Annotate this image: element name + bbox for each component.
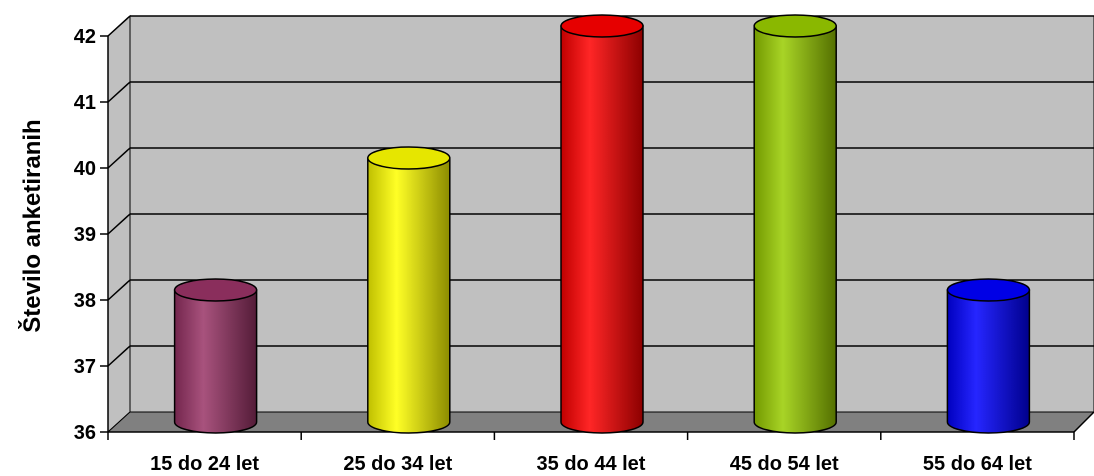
bar-top	[946, 278, 1031, 302]
y-tick-label: 41	[74, 92, 96, 114]
bar-top	[173, 278, 258, 302]
bar-top	[367, 146, 451, 170]
bar	[173, 278, 258, 434]
bar-top	[560, 14, 644, 38]
gridline-side	[107, 213, 131, 235]
y-axis-label: Število anketiranih	[18, 119, 46, 332]
gridline-side	[107, 345, 131, 367]
bar	[367, 146, 451, 434]
bar-body	[367, 157, 451, 434]
x-tick-label: 55 do 64 let	[923, 453, 1032, 475]
bar-body	[753, 25, 837, 434]
x-tick-label: 15 do 24 let	[150, 453, 259, 475]
bar-body	[946, 289, 1031, 434]
bar-body	[173, 289, 258, 434]
bar-body	[560, 25, 644, 434]
y-tick-label: 42	[74, 26, 96, 48]
bars	[173, 14, 1031, 434]
gridline-side	[107, 147, 131, 169]
gridline-side	[107, 15, 131, 37]
bar-top	[753, 14, 837, 38]
bar	[753, 14, 837, 434]
y-tick-label: 37	[74, 356, 96, 378]
x-tick-label: 45 do 54 let	[730, 453, 839, 475]
bar	[560, 14, 644, 434]
y-tick-labels: 36 37 38 39 40 41 42	[74, 26, 96, 444]
bar	[946, 278, 1031, 434]
x-tick-label: 35 do 44 let	[537, 453, 646, 475]
gridline-side	[107, 81, 131, 103]
x-tick-labels: 15 do 24 let 25 do 34 let 35 do 44 let 45 d…	[150, 453, 1032, 475]
gridline-side	[107, 279, 131, 301]
y-tick-label: 40	[74, 158, 96, 180]
y-tick-label: 39	[74, 224, 96, 246]
y-tick-label: 36	[74, 422, 96, 444]
x-axis-depth	[1073, 411, 1094, 433]
x-tick-label: 25 do 34 let	[343, 453, 452, 475]
y-tick-label: 38	[74, 290, 96, 312]
